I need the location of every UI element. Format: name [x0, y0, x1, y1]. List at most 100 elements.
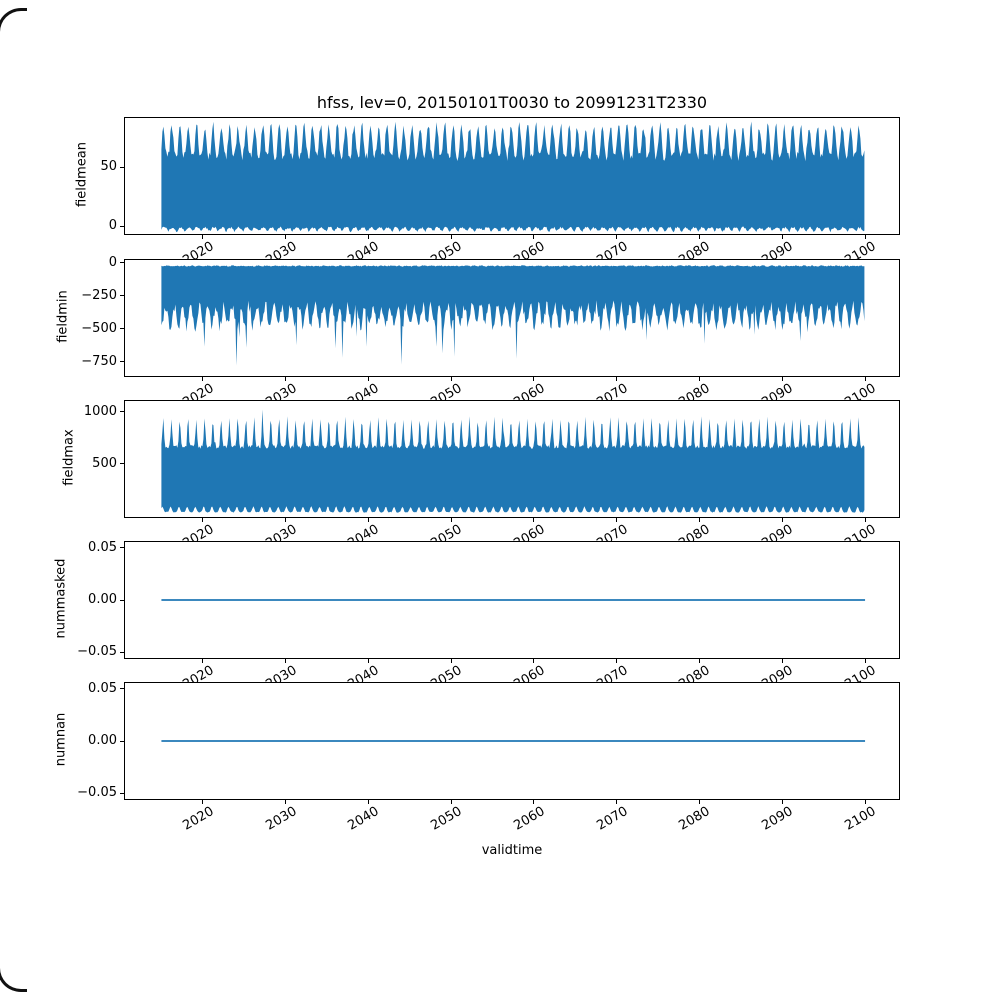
x-tick-label-text: 2090 — [759, 804, 796, 834]
x-tick — [533, 235, 535, 239]
x-tick — [450, 659, 452, 663]
x-tick — [285, 377, 287, 381]
y-tick-label: −250 — [81, 287, 117, 303]
x-tick — [450, 235, 452, 239]
series-fieldmax — [161, 409, 865, 513]
y-tick-label: −500 — [81, 320, 117, 336]
y-tick — [120, 547, 124, 549]
x-tick — [533, 659, 535, 663]
x-tick-label-text: 2050 — [428, 804, 465, 834]
x-tick — [202, 377, 204, 381]
x-tick — [616, 377, 618, 381]
y-tick-label: 50 — [100, 159, 117, 175]
x-tick-label-text: 2060 — [511, 804, 548, 834]
x-tick — [864, 659, 866, 663]
x-tick — [781, 518, 783, 522]
y-tick — [120, 166, 124, 168]
x-tick — [533, 518, 535, 522]
y-tick — [120, 688, 124, 690]
x-tick — [450, 518, 452, 522]
y-tick — [120, 463, 124, 465]
y-tick-label: 0 — [108, 218, 117, 234]
x-tick — [450, 800, 452, 804]
x-tick — [781, 800, 783, 804]
x-tick — [533, 377, 535, 381]
x-tick-label-text: 2080 — [676, 804, 713, 834]
y-tick — [120, 328, 124, 330]
y-tick — [120, 411, 124, 413]
x-tick — [367, 800, 369, 804]
x-tick-label-text: 2100 — [842, 804, 879, 834]
x-tick — [864, 800, 866, 804]
y-tick-label: 0.05 — [88, 680, 117, 696]
x-tick — [864, 235, 866, 239]
x-tick — [616, 800, 618, 804]
x-tick — [616, 659, 618, 663]
xlabel: validtime — [481, 843, 543, 858]
axes-nummasked — [124, 541, 900, 659]
x-tick-label-text: 2020 — [180, 804, 217, 834]
y-tick-label: −0.05 — [77, 785, 117, 801]
x-tick — [202, 800, 204, 804]
x-tick — [698, 377, 700, 381]
x-tick-label-text: 2040 — [345, 804, 382, 834]
y-tick — [120, 361, 124, 363]
x-tick — [450, 377, 452, 381]
y-tick-label: 0 — [108, 254, 117, 270]
window-corner-mark-top-left — [0, 8, 27, 32]
y-tick — [120, 651, 124, 653]
x-tick — [367, 377, 369, 381]
series-fieldmin — [161, 265, 865, 366]
chart-title: hfss, lev=0, 20150101T0030 to 20991231T2… — [316, 93, 708, 112]
y-tick — [120, 225, 124, 227]
x-tick-label-text: 2030 — [262, 804, 300, 834]
y-tick — [120, 792, 124, 794]
x-tick — [202, 235, 204, 239]
y-tick-label: 0.00 — [88, 592, 117, 607]
y-tick — [120, 599, 124, 601]
x-tick — [698, 659, 700, 663]
axes-fieldmin — [124, 259, 900, 377]
series-nummasked — [161, 599, 866, 601]
y-tick-label: 0.00 — [88, 733, 117, 748]
series-fieldmean — [161, 121, 865, 233]
x-tick — [781, 377, 783, 381]
x-tick — [616, 518, 618, 522]
y-tick — [120, 262, 124, 264]
x-tick — [864, 377, 866, 381]
x-tick — [367, 235, 369, 239]
axes-numnan — [124, 682, 900, 800]
x-tick — [616, 235, 618, 239]
y-tick-label: 1000 — [83, 403, 117, 419]
x-tick — [698, 235, 700, 239]
series-numnan — [161, 740, 866, 742]
x-tick — [367, 518, 369, 522]
x-tick — [285, 800, 287, 804]
x-tick — [285, 518, 287, 522]
x-tick-label-text: 2070 — [594, 804, 631, 834]
y-tick-label: 0.05 — [88, 539, 117, 555]
x-tick — [781, 659, 783, 663]
x-tick — [698, 518, 700, 522]
axes-fieldmax — [124, 400, 900, 518]
window-corner-mark-bottom-left — [0, 968, 27, 992]
y-tick-label: −0.05 — [77, 644, 117, 660]
axes-fieldmean — [124, 117, 900, 235]
x-tick — [285, 235, 287, 239]
x-tick — [533, 800, 535, 804]
x-tick — [367, 659, 369, 663]
y-tick-label: 500 — [92, 455, 117, 471]
x-tick — [698, 800, 700, 804]
x-tick — [781, 235, 783, 239]
y-tick — [120, 740, 124, 742]
y-tick — [120, 295, 124, 297]
x-tick — [864, 518, 866, 522]
x-tick — [285, 659, 287, 663]
x-tick — [202, 518, 204, 522]
